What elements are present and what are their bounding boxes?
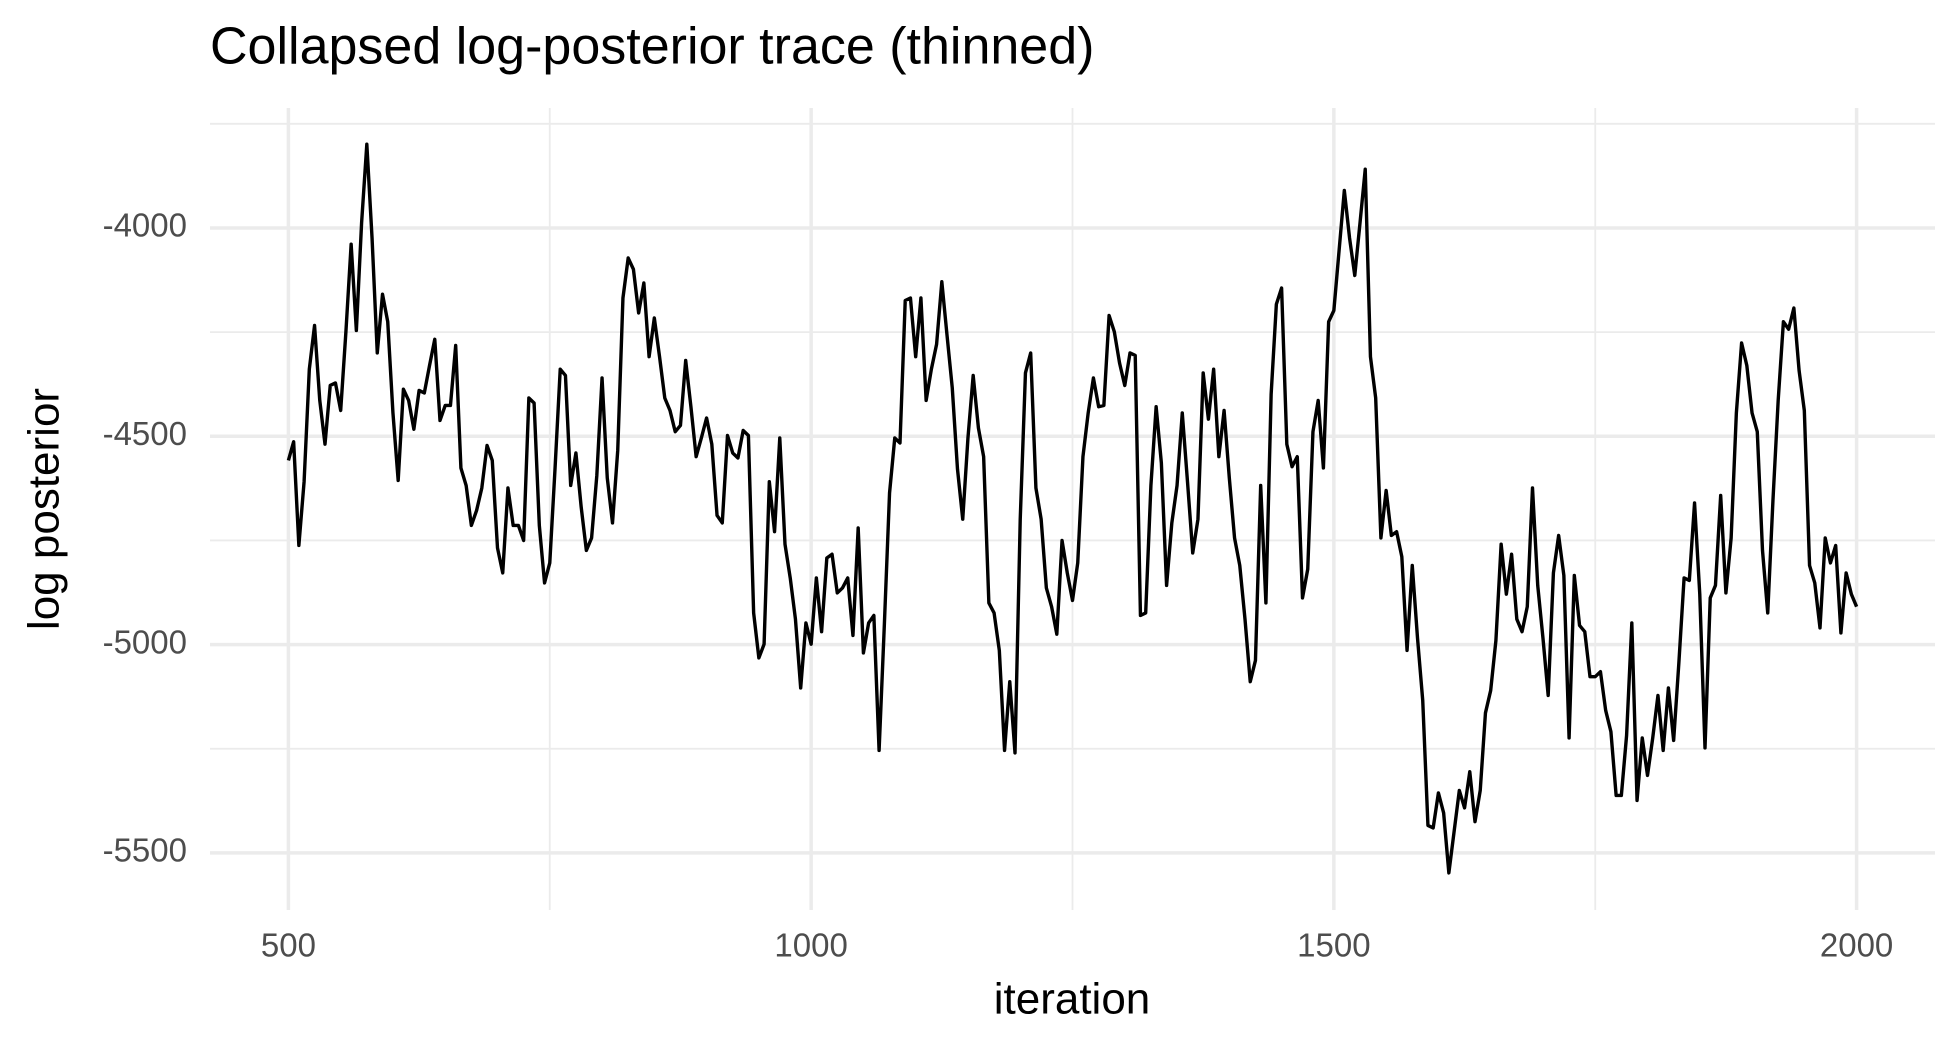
y-tick-label: -4500	[103, 415, 187, 452]
x-tick-label: 2000	[1820, 927, 1893, 964]
x-axis-title: iteration	[994, 975, 1151, 1024]
y-tick-label: -5500	[103, 832, 187, 869]
x-tick-label: 500	[261, 927, 316, 964]
trace-line	[286, 142, 1859, 875]
x-tick-label: 1500	[1297, 927, 1370, 964]
y-tick-label: -5000	[103, 623, 187, 660]
y-tick-label: -4000	[103, 207, 187, 244]
chart-title: Collapsed log-posterior trace (thinned)	[210, 18, 1094, 76]
x-tick-label: 1000	[774, 927, 847, 964]
y-axis-title: log posterior	[20, 388, 69, 630]
